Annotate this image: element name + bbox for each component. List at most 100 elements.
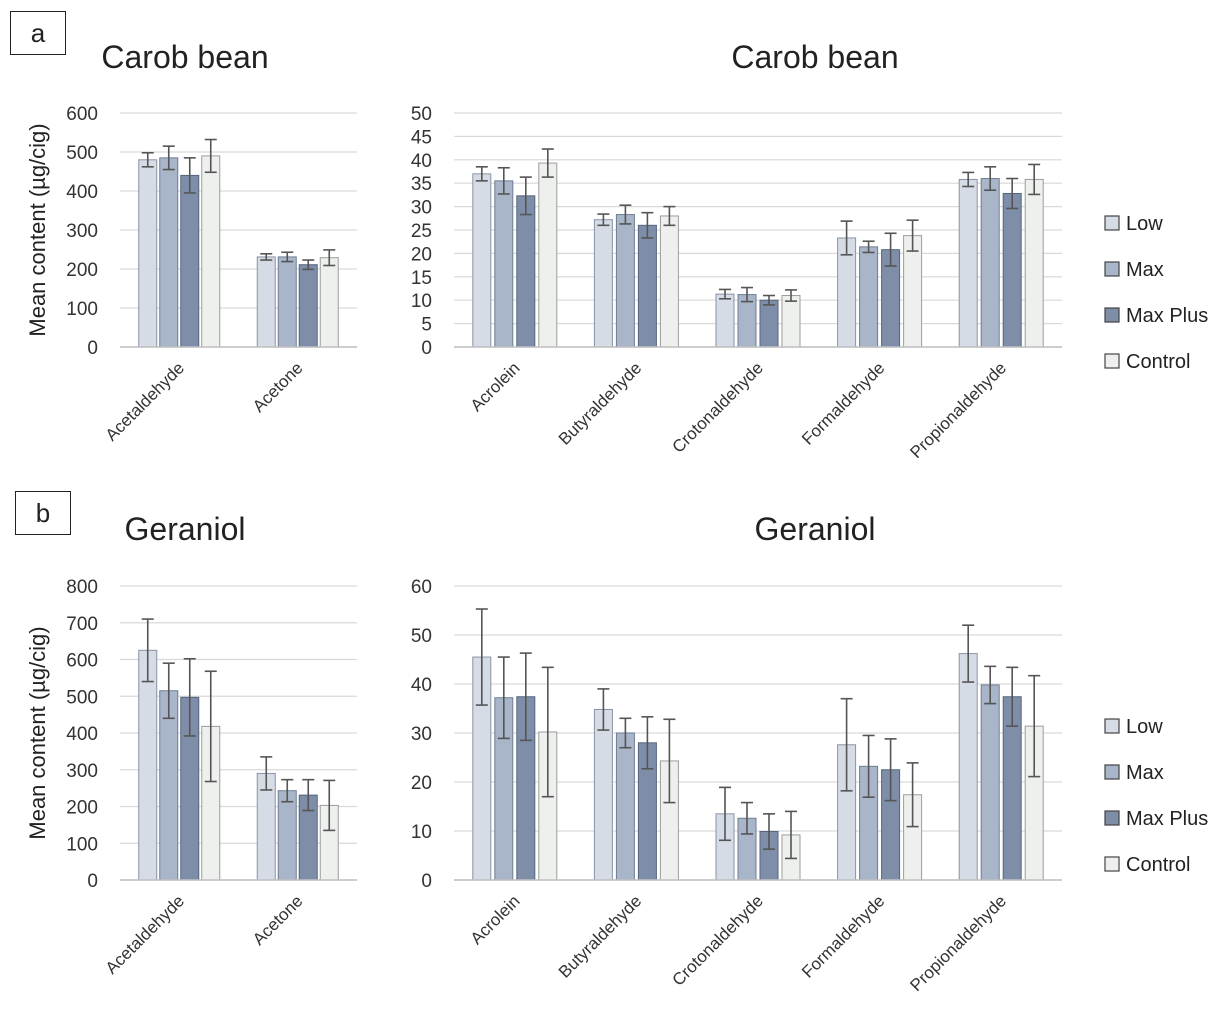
legend-swatch-max-plus [1104,810,1120,826]
y-axis-label: Mean content (µg/cig) [25,123,50,336]
y-tick-label: 600 [66,104,98,125]
bar-crotonaldehyde-max [737,294,757,348]
y-tick-label: 0 [87,338,98,359]
chart-title: Carob bean [731,39,898,75]
bar-acetone-control [319,257,339,348]
y-tick-label: 35 [411,174,432,195]
bar-acetaldehyde-max [159,690,179,881]
bar-propionaldehyde-max [980,684,1000,881]
legend-label-max: Max [1126,259,1164,281]
y-tick-label: 500 [66,143,98,164]
x-tick-label: Crotonaldehyde [669,891,767,989]
y-tick-label: 200 [66,798,98,819]
y-tick-label: 500 [66,687,98,708]
y-tick-label: 15 [411,268,432,289]
legend-swatch-low [1104,215,1120,231]
y-tick-label: 300 [66,761,98,782]
bar-acetaldehyde-max [159,157,179,348]
x-tick-label: Formaldehyde [798,891,888,981]
legend-label-max-plus: Max Plus [1126,305,1208,327]
y-tick-label: 800 [66,577,98,598]
legend-label-control: Control [1126,351,1190,373]
bar-acetaldehyde-low [138,649,158,881]
y-tick-label: 20 [411,244,432,265]
y-tick-label: 100 [66,834,98,855]
y-tick-label: 10 [411,291,432,312]
y-axis-label: Mean content (µg/cig) [25,626,50,839]
legend-label-low: Low [1126,213,1163,235]
y-tick-label: 100 [66,299,98,320]
legend-swatch-max-plus [1104,307,1120,323]
bar-butyraldehyde-low [593,219,613,348]
y-tick-label: 50 [411,626,432,647]
y-tick-label: 25 [411,221,432,242]
bar-propionaldehyde-low [958,653,978,881]
chart-title: Geraniol [755,511,876,547]
bar-butyraldehyde-max [615,732,635,881]
x-tick-label: Propionaldehyde [906,358,1010,462]
legend-panel-a: Low Max Max Plus Control [1104,213,1208,373]
bar-propionaldehyde-control [1024,178,1044,348]
chart-title: Geraniol [125,511,246,547]
bar-formaldehyde-control [903,235,923,348]
bar-acetone-max [277,790,297,881]
bar-formaldehyde-max [859,246,879,348]
x-tick-label: Formaldehyde [798,358,888,448]
legend-swatch-max [1104,261,1120,277]
legend-label-control: Control [1126,854,1190,876]
bar-crotonaldehyde-max-plus [759,299,779,348]
y-tick-label: 0 [421,871,432,892]
bar-acetaldehyde-max-plus [180,174,200,348]
x-tick-label: Crotonaldehyde [669,358,767,456]
bar-butyraldehyde-low [593,708,613,881]
y-tick-label: 45 [411,127,432,148]
y-tick-label: 0 [87,871,98,892]
y-tick-label: 30 [411,724,432,745]
chart-b-right: Geraniol 0 10 20 30 40 50 60 Acrolein Butyraldehy… [411,511,1062,995]
y-tick-label: 400 [66,182,98,203]
legend-swatch-max [1104,764,1120,780]
y-tick-label: 200 [66,260,98,281]
y-tick-label: 700 [66,614,98,635]
bar-propionaldehyde-low [958,178,978,348]
y-tick-label: 30 [411,198,432,219]
y-tick-label: 600 [66,651,98,672]
chart-a-left: Carob bean 0 100 200 300 400 500 600 Mean conten… [25,39,357,445]
x-tick-label: Propionaldehyde [906,891,1010,995]
bar-propionaldehyde-max [980,178,1000,348]
x-tick-label: Acrolein [467,891,524,948]
y-tick-label: 0 [421,338,432,359]
bar-acrolein-low [472,173,492,348]
legend-swatch-control [1104,856,1120,872]
y-tick-label: 20 [411,773,432,794]
bar-acetone-max [277,256,297,348]
panel-label-a: a [10,11,66,55]
bar-butyraldehyde-max-plus [637,224,657,348]
legend-label-max-plus: Max Plus [1126,808,1208,830]
chart-b-left: Geraniol 0 100 200 300 400 500 600 700 800 Mean co… [25,511,357,978]
y-tick-label: 50 [411,104,432,125]
y-tick-label: 40 [411,151,432,172]
bar-butyraldehyde-max [615,214,635,348]
bar-acetone-max-plus [298,264,318,348]
y-tick-label: 10 [411,822,432,843]
legend-swatch-low [1104,718,1120,734]
bar-butyraldehyde-control [659,215,679,348]
bar-crotonaldehyde-control [781,295,801,348]
legend-panel-b: Low Max Max Plus Control [1104,716,1208,876]
panel-label-b: b [15,491,71,535]
y-tick-label: 60 [411,577,432,598]
bar-propionaldehyde-max-plus [1002,192,1022,348]
bar-acetaldehyde-control [201,155,221,348]
legend-swatch-control [1104,353,1120,369]
y-tick-label: 40 [411,675,432,696]
x-tick-label: Acetaldehyde [102,358,188,444]
y-tick-label: 300 [66,221,98,242]
bar-acrolein-max-plus [516,195,536,348]
bar-crotonaldehyde-low [715,293,735,348]
y-tick-label: 400 [66,724,98,745]
x-tick-label: Butyraldehyde [555,891,645,981]
bar-acrolein-max [494,180,514,348]
